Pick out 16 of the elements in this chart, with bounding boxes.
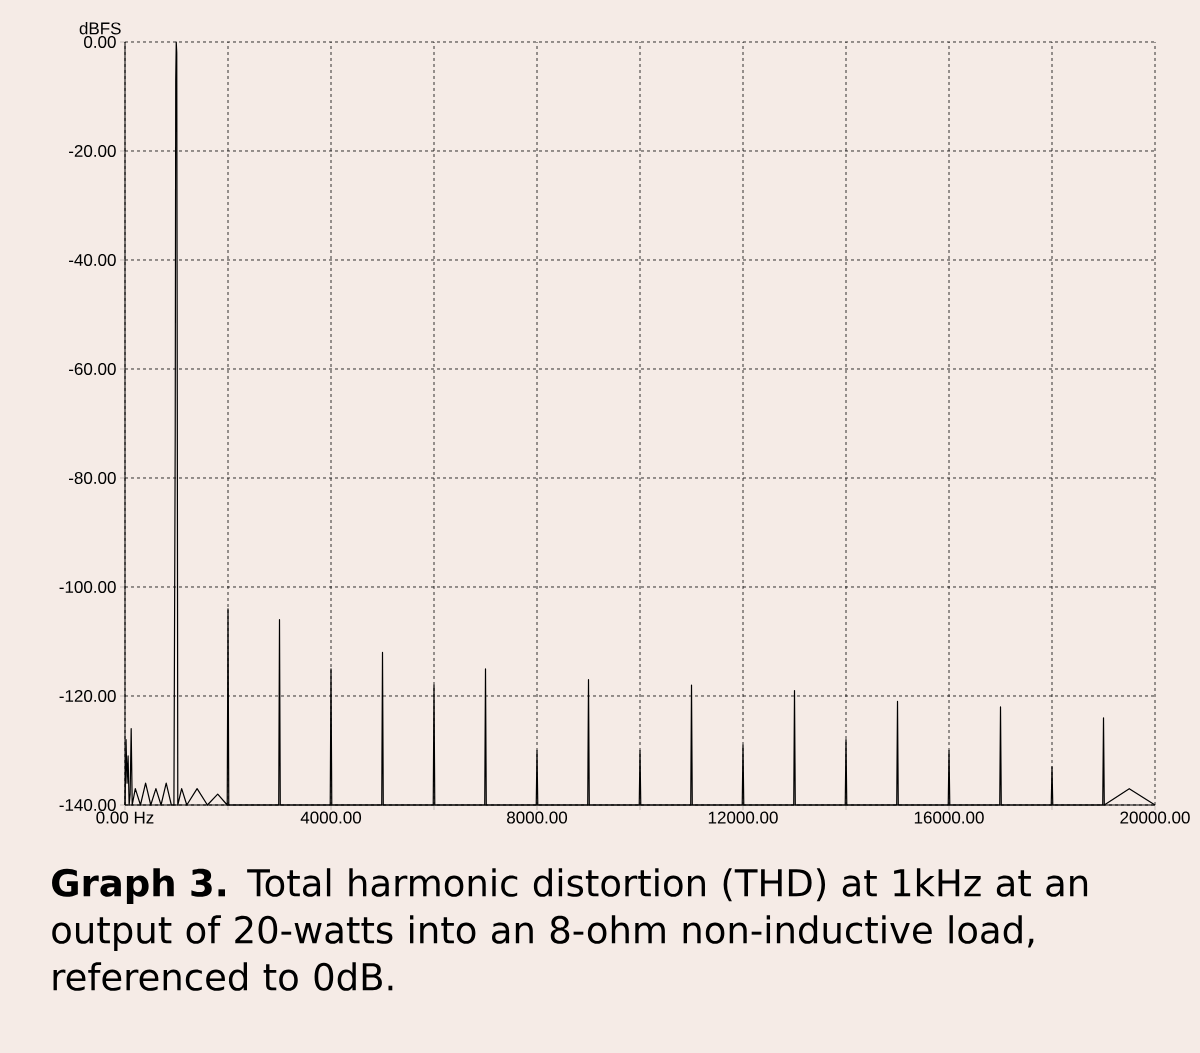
text: Graph 3. Total harmonic distortion (THD) at 1kHz at an output of 20-watts into an 8-ohm non-inductive load, referenced to 0dB. [52,868,1088,991]
y-tick-label: -120.00 [59,689,116,703]
x-tick-label: 4000.00 [300,811,362,824]
y-axis-title: dBFS [79,21,121,35]
y-tick-label: -140.00 [59,798,116,812]
y-tick-label: 0.00 [84,35,116,49]
y-tick-label: -20.00 [69,144,116,158]
y-tick-label: -60.00 [69,362,116,376]
x-tick-label: 20000.00 [1120,811,1190,824]
x-tick-label: 8000.00 [507,811,568,824]
x-tick-label: 12000.00 [708,811,778,824]
y-tick-label: -100.00 [59,580,116,594]
y-tick-label: -40.00 [69,253,116,267]
y-tick-label: -80.00 [69,471,116,485]
x-tick-label: 16000.00 [914,811,984,824]
x-tick-label: 0.00 Hz [96,811,154,824]
